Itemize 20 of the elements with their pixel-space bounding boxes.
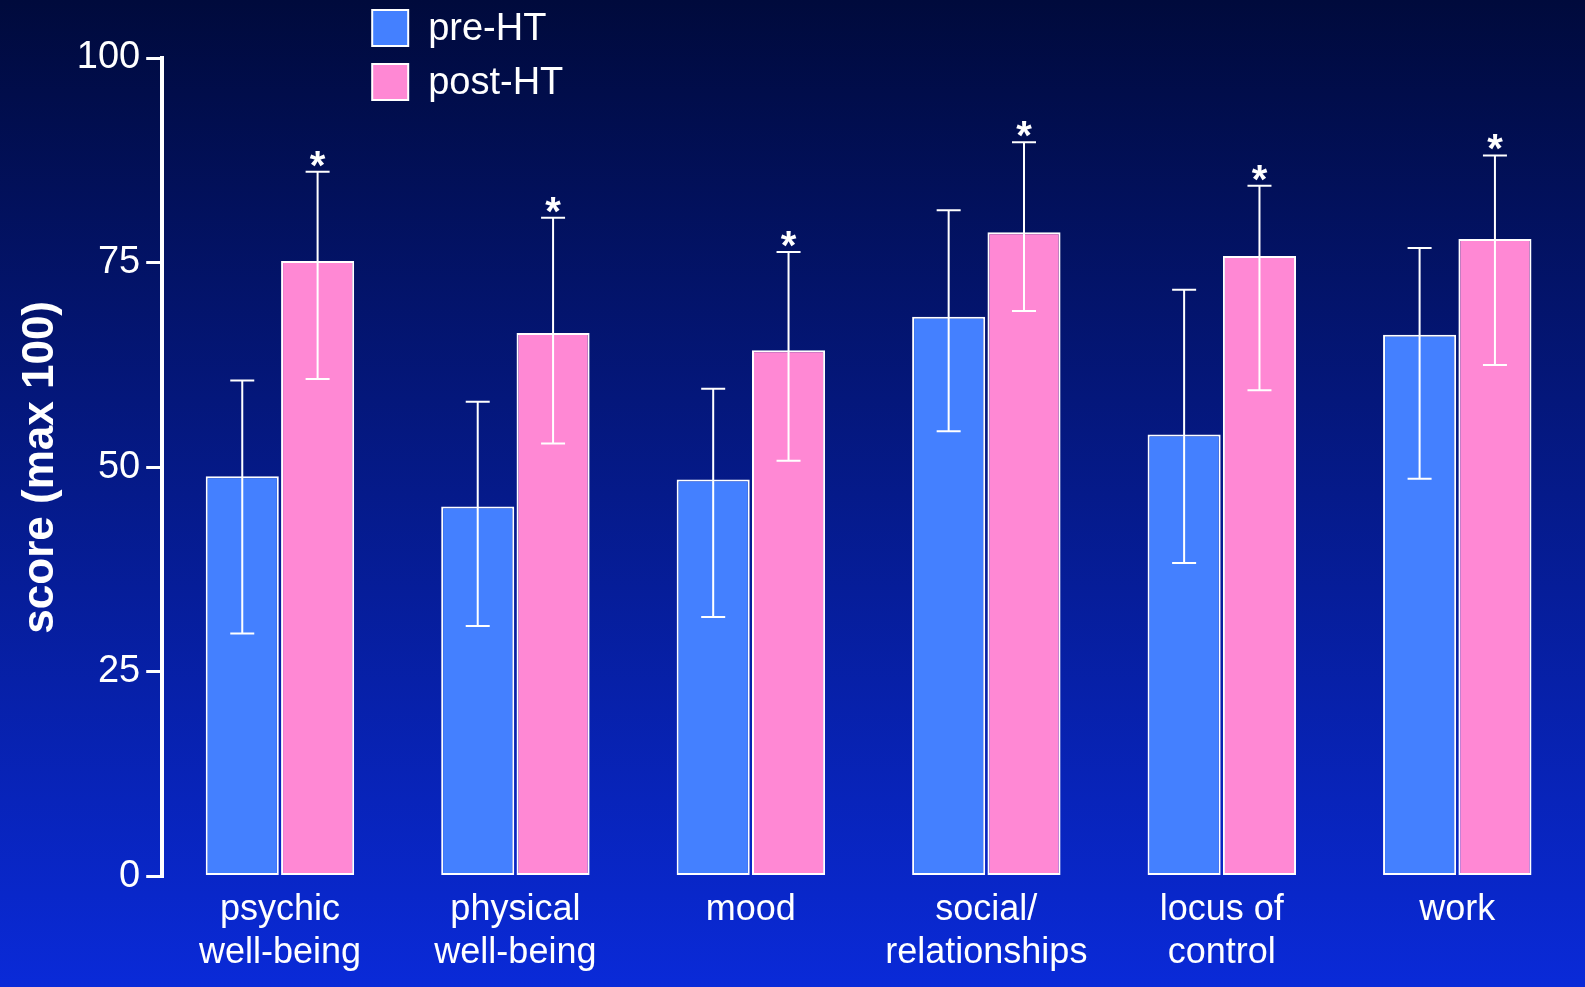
x-tick-label: locus of control xyxy=(1159,887,1285,972)
annotation: * xyxy=(1251,156,1268,201)
y-tick-label: 100 xyxy=(76,34,141,77)
y-tick-label: 50 xyxy=(97,443,141,486)
x-tick-label: psychic well-being xyxy=(197,887,361,972)
annotation: * xyxy=(780,223,797,268)
x-tick-label: work xyxy=(1418,887,1497,929)
legend-label: post-HT xyxy=(428,60,564,103)
y-tick-label: 25 xyxy=(97,648,141,691)
y-tick-label: 0 xyxy=(119,853,141,896)
x-tick-label: social/ relationships xyxy=(885,887,1088,972)
annotation: * xyxy=(1016,113,1033,158)
y-axis-title: score (max 100) xyxy=(12,300,62,634)
x-tick-label: physical well-being xyxy=(433,887,597,972)
x-tick-label: mood xyxy=(705,887,796,929)
annotation: * xyxy=(309,142,326,187)
legend-label: pre-HT xyxy=(428,6,547,49)
annotation: * xyxy=(545,188,562,233)
y-tick-label: 75 xyxy=(97,239,141,282)
annotation: * xyxy=(1487,126,1504,171)
